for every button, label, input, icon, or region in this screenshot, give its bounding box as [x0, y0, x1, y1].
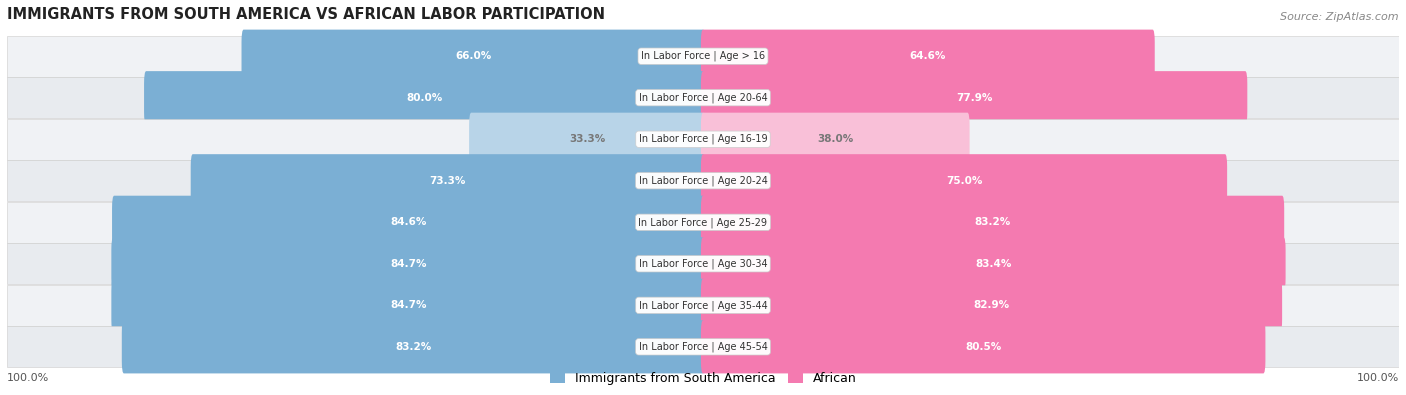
Bar [7, 36, 1399, 77]
FancyBboxPatch shape [702, 320, 1265, 373]
Text: 33.3%: 33.3% [569, 134, 605, 144]
Text: In Labor Force | Age 20-24: In Labor Force | Age 20-24 [638, 175, 768, 186]
Text: In Labor Force | Age 25-29: In Labor Force | Age 25-29 [638, 217, 768, 228]
Text: 84.7%: 84.7% [389, 259, 426, 269]
Bar [7, 327, 1399, 367]
Bar [7, 243, 1399, 284]
Text: 83.2%: 83.2% [395, 342, 432, 352]
Text: In Labor Force | Age 35-44: In Labor Force | Age 35-44 [638, 300, 768, 310]
Text: 64.6%: 64.6% [910, 51, 946, 61]
Text: 83.4%: 83.4% [976, 259, 1011, 269]
FancyBboxPatch shape [470, 113, 704, 166]
Legend: Immigrants from South America, African: Immigrants from South America, African [544, 367, 862, 390]
Text: 83.2%: 83.2% [974, 217, 1011, 227]
FancyBboxPatch shape [242, 30, 704, 83]
FancyBboxPatch shape [111, 279, 704, 332]
FancyBboxPatch shape [702, 154, 1227, 207]
Text: 73.3%: 73.3% [430, 176, 465, 186]
Text: 75.0%: 75.0% [946, 176, 983, 186]
FancyBboxPatch shape [702, 279, 1282, 332]
FancyBboxPatch shape [191, 154, 704, 207]
FancyBboxPatch shape [122, 320, 704, 373]
FancyBboxPatch shape [702, 196, 1284, 249]
Text: 82.9%: 82.9% [973, 300, 1010, 310]
Bar [7, 119, 1399, 160]
Text: 80.0%: 80.0% [406, 93, 443, 103]
Text: In Labor Force | Age > 16: In Labor Force | Age > 16 [641, 51, 765, 62]
Text: IMMIGRANTS FROM SOUTH AMERICA VS AFRICAN LABOR PARTICIPATION: IMMIGRANTS FROM SOUTH AMERICA VS AFRICAN… [7, 7, 605, 22]
FancyBboxPatch shape [702, 30, 1154, 83]
Bar [7, 77, 1399, 118]
Text: In Labor Force | Age 45-54: In Labor Force | Age 45-54 [638, 342, 768, 352]
FancyBboxPatch shape [702, 237, 1285, 290]
Text: Source: ZipAtlas.com: Source: ZipAtlas.com [1281, 12, 1399, 22]
Text: 100.0%: 100.0% [1357, 373, 1399, 383]
Text: 84.7%: 84.7% [389, 300, 426, 310]
Bar [7, 285, 1399, 325]
FancyBboxPatch shape [143, 71, 704, 124]
Text: In Labor Force | Age 16-19: In Labor Force | Age 16-19 [638, 134, 768, 145]
Bar [7, 202, 1399, 243]
Text: 100.0%: 100.0% [7, 373, 49, 383]
Text: 66.0%: 66.0% [456, 51, 492, 61]
FancyBboxPatch shape [702, 71, 1247, 124]
Bar [7, 160, 1399, 201]
Text: 80.5%: 80.5% [965, 342, 1001, 352]
FancyBboxPatch shape [112, 196, 704, 249]
Text: 84.6%: 84.6% [391, 217, 427, 227]
FancyBboxPatch shape [111, 237, 704, 290]
FancyBboxPatch shape [702, 113, 970, 166]
Text: 77.9%: 77.9% [956, 93, 993, 103]
Text: 38.0%: 38.0% [817, 134, 853, 144]
Text: In Labor Force | Age 30-34: In Labor Force | Age 30-34 [638, 259, 768, 269]
Text: In Labor Force | Age 20-64: In Labor Force | Age 20-64 [638, 92, 768, 103]
